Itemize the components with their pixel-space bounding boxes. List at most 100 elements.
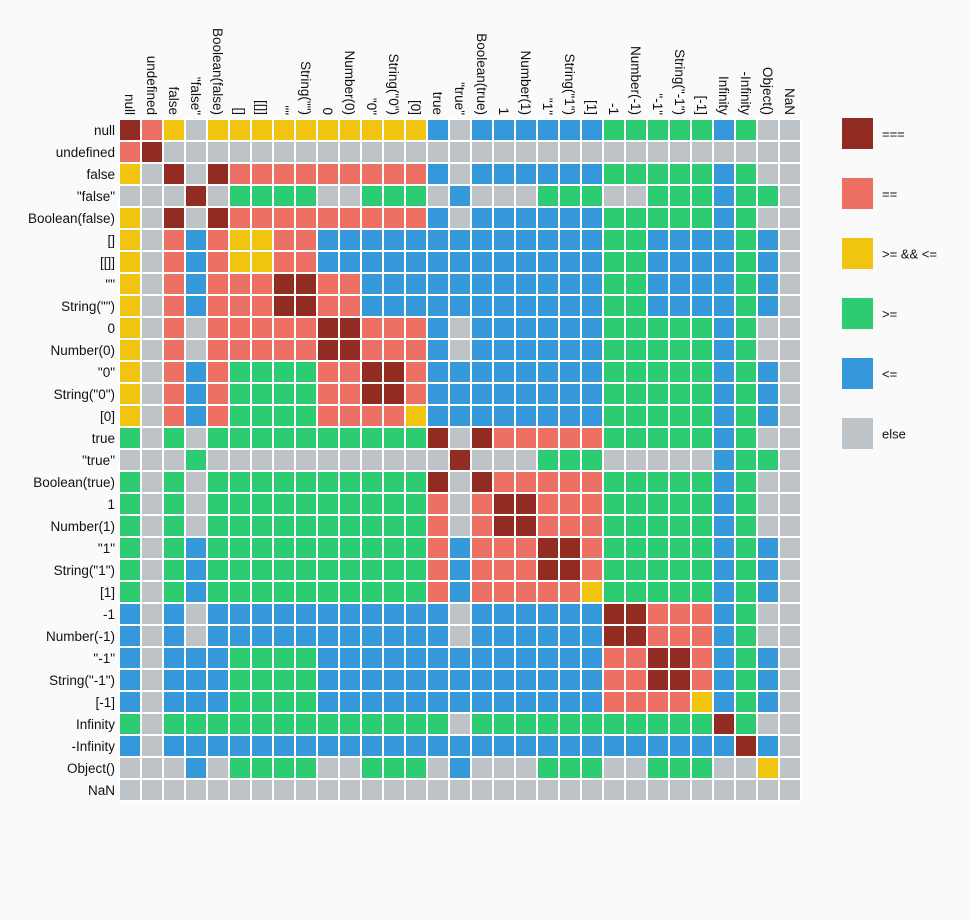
heatmap-cell: [428, 384, 448, 404]
heatmap-cell: [626, 648, 646, 668]
row-label: 0: [107, 321, 115, 336]
heatmap-cell: [384, 560, 404, 580]
heatmap-cell: [164, 780, 184, 800]
heatmap-cell: [450, 736, 470, 756]
heatmap-cell: [340, 318, 360, 338]
heatmap-cell: [296, 318, 316, 338]
heatmap-cell: [142, 494, 162, 514]
heatmap-cell: [494, 384, 514, 404]
heatmap-cell: [450, 274, 470, 294]
heatmap-cell: [692, 714, 712, 734]
heatmap-cell: [692, 406, 712, 426]
heatmap-cell: [428, 736, 448, 756]
heatmap-cell: [494, 428, 514, 448]
heatmap-cell: [186, 538, 206, 558]
heatmap-cell: [208, 384, 228, 404]
heatmap-cell: [362, 758, 382, 778]
heatmap-cell: [450, 582, 470, 602]
heatmap-cell: [384, 142, 404, 162]
heatmap-cell: [516, 340, 536, 360]
heatmap-cell: [274, 714, 294, 734]
heatmap-cell: [384, 714, 404, 734]
heatmap-cell: [230, 560, 250, 580]
heatmap-cell: [582, 186, 602, 206]
heatmap-cell: [428, 670, 448, 690]
heatmap-cell: [472, 296, 492, 316]
heatmap-cell: [142, 362, 162, 382]
heatmap-cell: [230, 604, 250, 624]
heatmap-cell: [230, 494, 250, 514]
heatmap-cell: [494, 318, 514, 338]
heatmap-cell: [494, 692, 514, 712]
heatmap-cell: [560, 758, 580, 778]
heatmap-cell: [186, 208, 206, 228]
heatmap-cell: [692, 340, 712, 360]
heatmap-cell: [648, 626, 668, 646]
heatmap-cell: [516, 692, 536, 712]
heatmap-cell: [186, 472, 206, 492]
heatmap-cell: [582, 384, 602, 404]
heatmap-cell: [758, 472, 778, 492]
heatmap-cell: [538, 274, 558, 294]
heatmap-cell: [406, 164, 426, 184]
heatmap-cell: [714, 780, 734, 800]
heatmap-cell: [780, 736, 800, 756]
heatmap-cell: [252, 406, 272, 426]
heatmap-cell: [164, 274, 184, 294]
heatmap-cell: [142, 318, 162, 338]
heatmap-cell: [318, 780, 338, 800]
heatmap-cell: [626, 538, 646, 558]
heatmap-cell: [252, 230, 272, 250]
column-label: Number(0): [342, 50, 357, 115]
heatmap-cell: [164, 164, 184, 184]
heatmap-cell: [274, 472, 294, 492]
heatmap-cell: [670, 142, 690, 162]
heatmap-cell: [450, 164, 470, 184]
row-label: Infinity: [76, 717, 115, 732]
heatmap-cell: [450, 692, 470, 712]
row-label: [[]]: [100, 255, 115, 270]
heatmap-cell: [274, 230, 294, 250]
heatmap-cell: [648, 670, 668, 690]
heatmap-cell: [582, 142, 602, 162]
heatmap-cell: [780, 230, 800, 250]
heatmap-cell: [626, 736, 646, 756]
heatmap-cell: [274, 120, 294, 140]
heatmap-cell: [384, 450, 404, 470]
column-label: false: [166, 86, 181, 115]
heatmap-cell: [318, 230, 338, 250]
heatmap-cell: [780, 670, 800, 690]
heatmap-cell: [120, 208, 140, 228]
heatmap-cell: [736, 516, 756, 536]
heatmap-cell: [164, 428, 184, 448]
heatmap-cell: [384, 758, 404, 778]
legend-swatch: [842, 118, 873, 149]
heatmap-cell: [560, 406, 580, 426]
heatmap-cell: [516, 428, 536, 448]
heatmap-cell: [318, 472, 338, 492]
heatmap-cell: [406, 692, 426, 712]
heatmap-cell: [274, 384, 294, 404]
heatmap-cell: [274, 582, 294, 602]
heatmap-cell: [714, 604, 734, 624]
heatmap-cell: [186, 560, 206, 580]
heatmap-cell: [142, 274, 162, 294]
heatmap-cell: [230, 230, 250, 250]
heatmap-cell: [692, 208, 712, 228]
heatmap-cell: [450, 208, 470, 228]
heatmap-cell: [186, 384, 206, 404]
heatmap-cell: [208, 164, 228, 184]
heatmap-cell: [340, 340, 360, 360]
heatmap-cell: [230, 142, 250, 162]
heatmap-cell: [736, 736, 756, 756]
heatmap-cell: [120, 538, 140, 558]
heatmap-cell: [516, 560, 536, 580]
heatmap-cell: [340, 692, 360, 712]
heatmap-cell: [780, 142, 800, 162]
heatmap-cell: [758, 780, 778, 800]
heatmap-cell: [428, 296, 448, 316]
heatmap-cell: [186, 758, 206, 778]
heatmap-cell: [736, 538, 756, 558]
heatmap-cell: [384, 604, 404, 624]
heatmap-cell: [538, 340, 558, 360]
